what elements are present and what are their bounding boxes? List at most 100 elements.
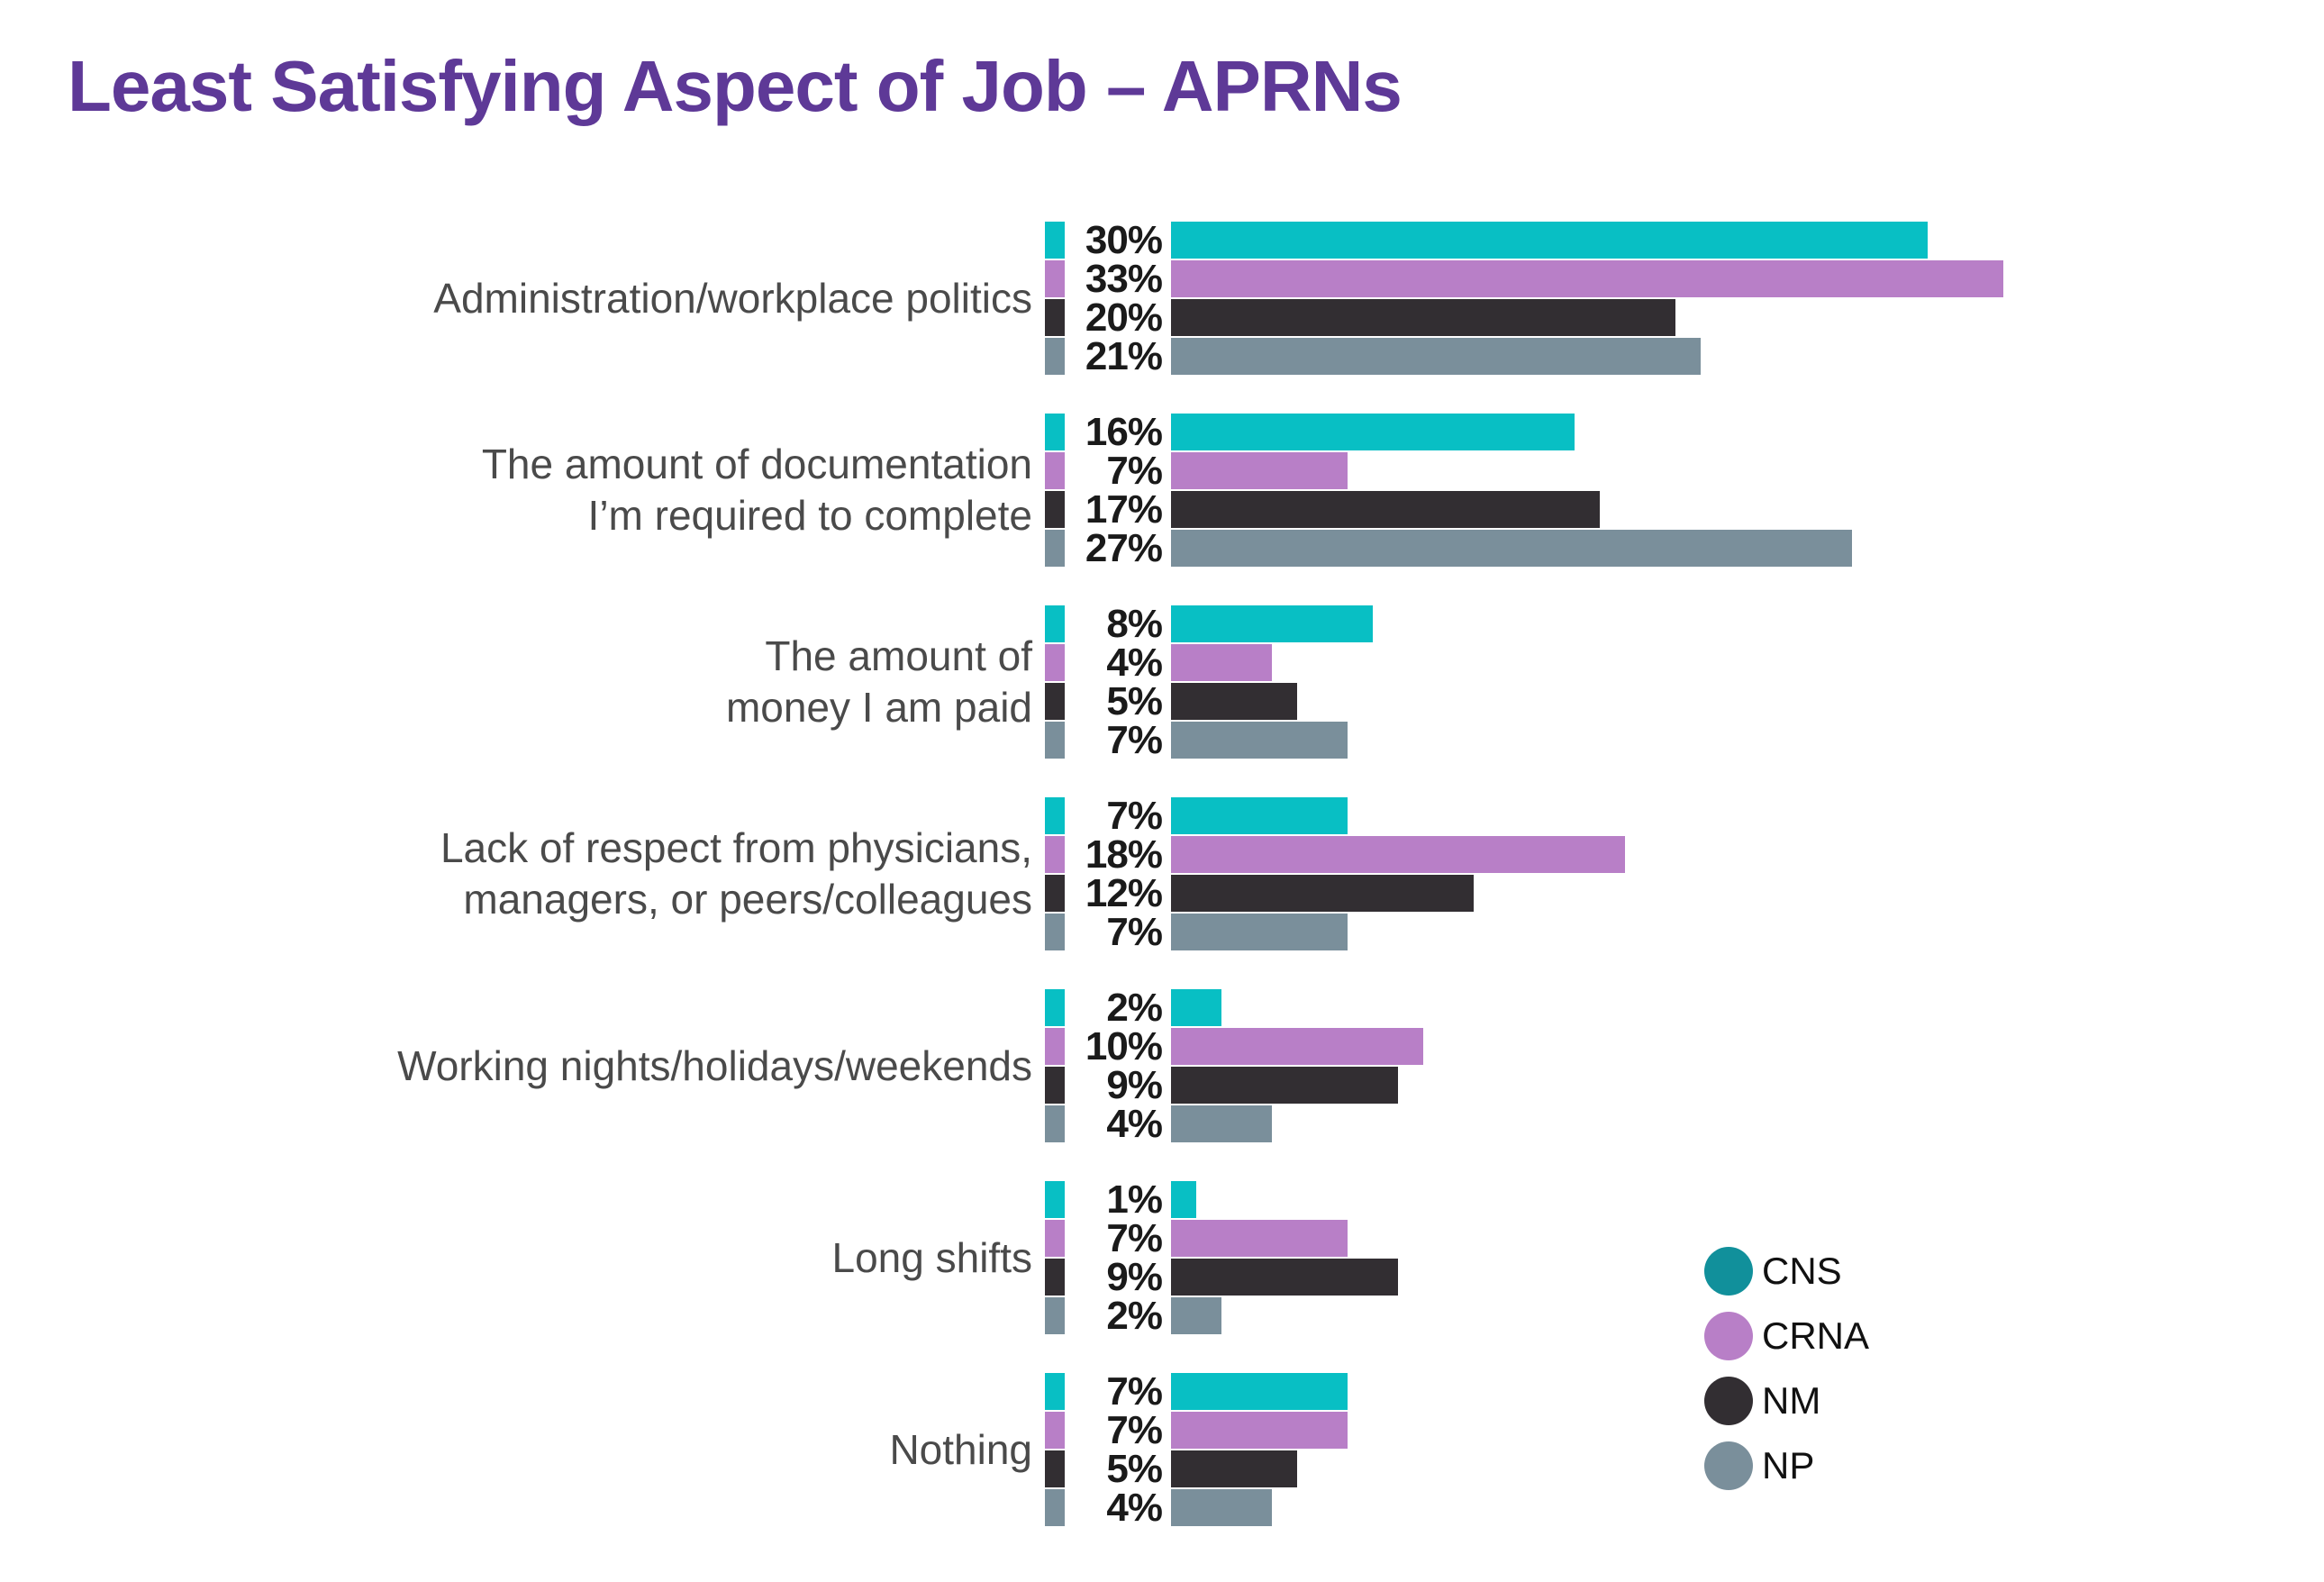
bar-crna (1171, 1028, 1423, 1065)
axis-stub-crna (1045, 452, 1065, 489)
value-label: 16% (1085, 409, 1163, 454)
axis-stub-np (1045, 1489, 1065, 1526)
value-label: 7% (1106, 1215, 1163, 1260)
value-label: 10% (1085, 1023, 1163, 1068)
bar-np (1171, 338, 1701, 375)
legend-swatch-icon (1704, 1247, 1753, 1296)
legend-swatch-icon (1704, 1312, 1753, 1360)
legend-label: CNS (1762, 1250, 1842, 1292)
bar-np (1171, 722, 1348, 759)
axis-stub-cns (1045, 605, 1065, 642)
axis-stub-crna (1045, 836, 1065, 873)
legend-swatch-icon (1704, 1441, 1753, 1490)
axis-stub-nm (1045, 1259, 1065, 1296)
category-label-line: managers, or peers/colleagues (463, 876, 1032, 923)
bar-nm (1171, 299, 1675, 336)
value-label: 8% (1106, 601, 1163, 646)
axis-stub-crna (1045, 1412, 1065, 1449)
bar-cns (1171, 605, 1373, 642)
axis-stub-crna (1045, 644, 1065, 681)
page-title: Least Satisfying Aspect of Job – APRNs (68, 46, 1403, 126)
legend-item-np: NP (1704, 1441, 1869, 1490)
value-label: 7% (1106, 909, 1163, 954)
category-label-line: Long shifts (831, 1233, 1032, 1281)
axis-stub-nm (1045, 875, 1065, 912)
legend-label: NP (1762, 1444, 1815, 1487)
axis-stub-nm (1045, 1450, 1065, 1487)
legend-item-nm: NM (1704, 1377, 1869, 1425)
category-label: Working nights/holidays/weekends (180, 989, 1032, 1142)
value-label: 17% (1085, 486, 1163, 532)
axis-stub-nm (1045, 1067, 1065, 1104)
bar-nm (1171, 1450, 1297, 1487)
category-label-line: Working nights/holidays/weekends (397, 1041, 1032, 1089)
category-label: Lack of respect from physicians, managers… (180, 797, 1032, 950)
bar-nm (1171, 1259, 1398, 1296)
bar-nm (1171, 491, 1600, 528)
axis-stub-cns (1045, 222, 1065, 259)
bar-np (1171, 914, 1348, 950)
bar-nm (1171, 683, 1297, 720)
category-label: The amount of documentation I’m required … (180, 414, 1032, 567)
bar-cns (1171, 222, 1928, 259)
bar-cns (1171, 1181, 1196, 1218)
axis-stub-np (1045, 338, 1065, 375)
axis-stub-nm (1045, 299, 1065, 336)
value-label: 27% (1085, 525, 1163, 570)
bar-crna (1171, 1220, 1348, 1257)
value-label: 2% (1106, 1293, 1163, 1338)
bar-crna (1171, 1412, 1348, 1449)
value-label: 1% (1106, 1177, 1163, 1222)
legend-item-crna: CRNA (1704, 1312, 1869, 1360)
bar-nm (1171, 1067, 1398, 1104)
bar-nm (1171, 875, 1474, 912)
bar-np (1171, 1297, 1221, 1334)
value-label: 7% (1106, 448, 1163, 493)
category-label-line: Administration/workplace politics (433, 274, 1032, 322)
axis-stub-np (1045, 1297, 1065, 1334)
category-label-line: I’m required to complete (587, 492, 1032, 539)
category-label: The amount of money I am paid (180, 605, 1032, 759)
value-label: 7% (1106, 1407, 1163, 1452)
value-label: 4% (1106, 1485, 1163, 1530)
category-label-line: The amount of documentation (481, 441, 1032, 487)
bar-np (1171, 530, 1852, 567)
axis-stub-np (1045, 530, 1065, 567)
value-label: 30% (1085, 217, 1163, 262)
category-label: Administration/workplace politics (180, 222, 1032, 375)
axis-stub-nm (1045, 683, 1065, 720)
axis-stub-np (1045, 914, 1065, 950)
bar-cns (1171, 1373, 1348, 1410)
value-label: 5% (1106, 1446, 1163, 1491)
bar-crna (1171, 452, 1348, 489)
axis-stub-cns (1045, 414, 1065, 450)
value-label: 18% (1085, 832, 1163, 877)
axis-stub-cns (1045, 1373, 1065, 1410)
value-label: 4% (1106, 640, 1163, 685)
axis-stub-cns (1045, 989, 1065, 1026)
value-label: 4% (1106, 1101, 1163, 1146)
bar-crna (1171, 836, 1625, 873)
category-label-line: Lack of respect from physicians, (440, 824, 1032, 871)
bar-crna (1171, 260, 2003, 297)
value-label: 7% (1106, 793, 1163, 838)
value-label: 33% (1085, 256, 1163, 301)
axis-stub-np (1045, 722, 1065, 759)
value-label: 5% (1106, 678, 1163, 723)
value-label: 7% (1106, 1368, 1163, 1414)
category-label-line: The amount of (765, 632, 1032, 679)
axis-stub-crna (1045, 1220, 1065, 1257)
legend-swatch-icon (1704, 1377, 1753, 1425)
legend-item-cns: CNS (1704, 1247, 1869, 1296)
value-label: 9% (1106, 1062, 1163, 1107)
bar-np (1171, 1489, 1272, 1526)
axis-stub-cns (1045, 1181, 1065, 1218)
category-label: Nothing (180, 1373, 1032, 1526)
value-label: 7% (1106, 717, 1163, 762)
bar-cns (1171, 797, 1348, 834)
category-label-line: Nothing (889, 1425, 1032, 1473)
axis-stub-cns (1045, 797, 1065, 834)
bar-cns (1171, 414, 1575, 450)
legend-label: CRNA (1762, 1314, 1870, 1357)
